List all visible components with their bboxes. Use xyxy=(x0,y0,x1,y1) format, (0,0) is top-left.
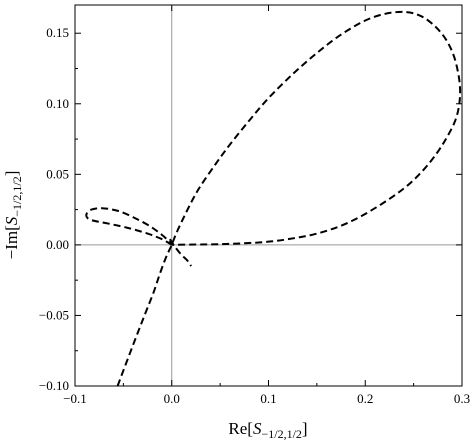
y-tick-label: −0.05 xyxy=(39,307,69,322)
curve-segment-3 xyxy=(168,238,192,267)
x-axis-label: Re[S−1/2,1/2] xyxy=(228,419,307,441)
x-tick-label: 0.0 xyxy=(164,391,180,406)
y-tick-label: 0.00 xyxy=(46,237,69,252)
plot-area xyxy=(74,4,463,387)
curve-segment-2 xyxy=(85,207,173,246)
x-tick-label: 0.3 xyxy=(454,391,470,406)
y-tick-label: 0.10 xyxy=(46,96,69,111)
tick-group: −0.1 0.0 0.1 0.2 0.3 −0.10 −0.05 0.00 0.05 0.10 0.… xyxy=(39,5,470,406)
y-tick-label: −0.10 xyxy=(39,378,69,393)
y-tick-label: 0.05 xyxy=(46,166,69,181)
curve-group xyxy=(85,10,462,387)
curve-segment-1 xyxy=(116,10,462,387)
x-tick-label: 0.1 xyxy=(260,391,276,406)
zero-axes xyxy=(75,5,462,386)
y-tick-label: 0.15 xyxy=(46,25,69,40)
x-tick-label: −0.1 xyxy=(63,391,87,406)
x-tick-label: 0.2 xyxy=(357,391,373,406)
plot-frame xyxy=(74,4,463,387)
y-axis-label: −Im[S−1/2,1/2] xyxy=(2,171,24,260)
